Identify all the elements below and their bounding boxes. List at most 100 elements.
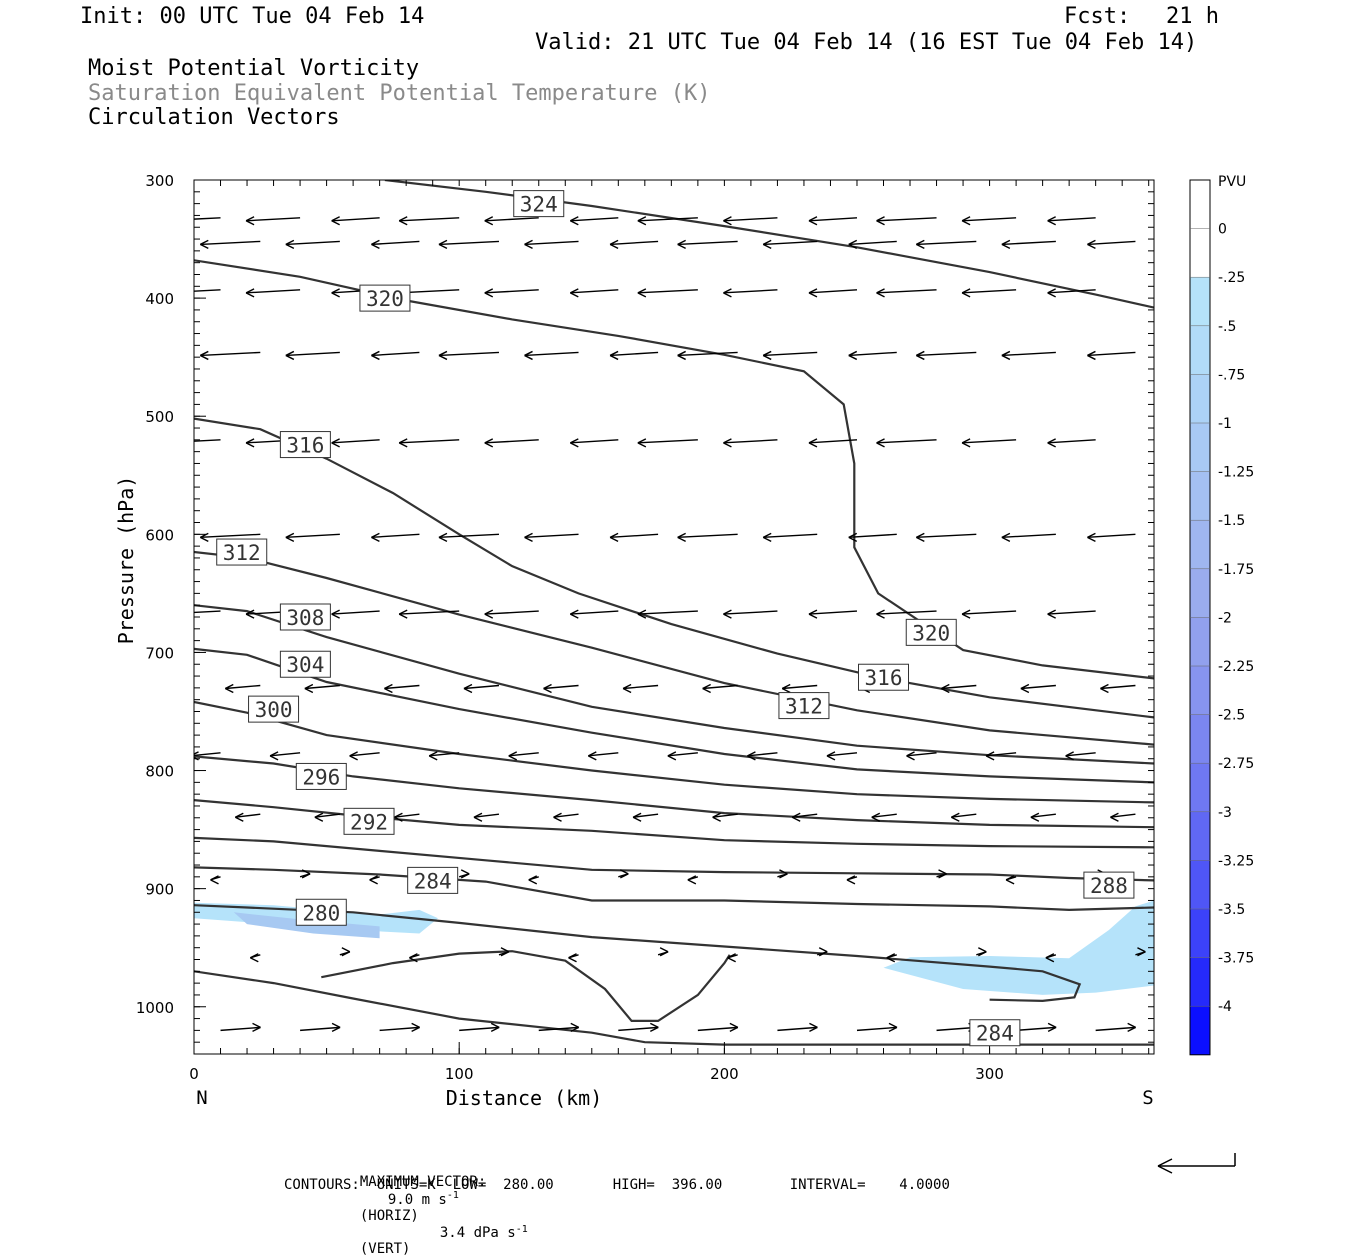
circulation-vector (349, 751, 380, 761)
circulation-vector (484, 438, 539, 448)
colorbar-swatch (1190, 617, 1210, 666)
circulation-vector (1001, 532, 1056, 542)
circulation-vector (727, 953, 738, 963)
x-tick-label: 100 (445, 1065, 474, 1083)
circulation-vector (285, 239, 340, 250)
colorbar-label: -3.75 (1218, 951, 1254, 967)
y-tick-label: 300 (145, 172, 174, 190)
svg-text:316: 316 (286, 434, 324, 458)
pv-region (883, 900, 1154, 995)
circulation-vector (224, 683, 261, 694)
circulation-vector (609, 350, 659, 361)
colorbar-swatch (1190, 957, 1210, 1007)
x-tick-label: 0 (189, 1065, 199, 1083)
contour-label-324: 324 (513, 190, 565, 218)
contour-theta-276 (194, 970, 1154, 1046)
circulation-vector (394, 812, 420, 822)
circulation-vector (1095, 1022, 1136, 1033)
circulation-vector (569, 216, 619, 226)
circulation-vector (569, 288, 619, 298)
contour-theta-288 (194, 836, 1154, 882)
y-tick-label: 1000 (136, 999, 174, 1017)
circulation-vector (524, 532, 579, 542)
circulation-vector (1100, 683, 1136, 694)
circulation-vector (876, 288, 937, 298)
contour-label-288: 288 (1083, 871, 1135, 899)
y-tick-label: 500 (145, 408, 174, 426)
circulation-vector (791, 812, 818, 822)
circulation-vector (777, 869, 788, 879)
circulation-vector (569, 609, 619, 619)
circulation-vector (384, 683, 420, 694)
circulation-vector (538, 1022, 580, 1033)
contour-theta-284 (194, 866, 1154, 912)
circulation-vector (331, 609, 380, 619)
circulation-vector (371, 239, 420, 250)
circulation-vector (331, 216, 380, 226)
colorbar-swatch (1190, 666, 1210, 715)
circulation-vector (234, 812, 261, 822)
svg-text:292: 292 (350, 810, 388, 834)
colorbar-label: -1.25 (1218, 465, 1254, 481)
cross-section-plot: 300 400 500 600 700 800 900 1000 0 100 200 300 N S Dis… (114, 172, 1254, 1174)
reference-vector (1157, 1153, 1236, 1174)
circulation-vector (569, 438, 619, 448)
colorbar-label: -4 (1218, 999, 1232, 1015)
circulation-vector (677, 532, 738, 542)
circulation-vector (762, 350, 818, 361)
circulation-vector (299, 869, 311, 879)
svg-text:320: 320 (366, 287, 404, 311)
circulation-vector (762, 532, 818, 542)
title-theta-es: Saturation Equivalent Potential Temperat… (88, 81, 711, 106)
circulation-vector (667, 751, 698, 761)
circulation-vector (1030, 812, 1056, 822)
circulation-vector (976, 947, 987, 957)
colorbar-label: -3.5 (1218, 902, 1245, 918)
circulation-vector (723, 216, 778, 226)
circulation-vector (723, 609, 778, 619)
contour-theta-308 (194, 604, 1154, 765)
svg-text:300: 300 (255, 698, 293, 722)
north-label: N (196, 1087, 207, 1109)
circulation-vector (459, 1022, 500, 1033)
circulation-vector (484, 216, 539, 226)
title-mpv: Moist Potential Vorticity (88, 56, 420, 81)
contour-label-296: 296 (295, 762, 347, 790)
circulation-vector (199, 350, 261, 361)
y-tick-label: 900 (145, 881, 174, 899)
circulation-vector (331, 438, 380, 448)
circulation-vector (314, 812, 340, 822)
circulation-vector (220, 1022, 261, 1033)
circulation-vector (1110, 812, 1136, 822)
circulation-vector (199, 239, 261, 250)
circulation-vector (524, 350, 579, 361)
circulation-vector (936, 869, 947, 879)
contour-info: CONTOURS: UNITS=K LOW= 280.00 HIGH= 396.… (284, 1177, 950, 1193)
circulation-vector (876, 438, 937, 448)
contour-theta-312 (194, 550, 1154, 746)
colorbar-swatch (1190, 763, 1210, 812)
contour-label-308: 308 (279, 603, 331, 631)
circulation-vector (398, 216, 460, 226)
circulation-vector (637, 288, 698, 298)
colorbar-label: -.25 (1218, 270, 1245, 286)
circulation-vector (961, 438, 1017, 448)
circulation-vector (339, 947, 351, 957)
circulation-vector (916, 532, 977, 542)
colorbar-swatch (1190, 860, 1210, 909)
circulation-vector (697, 1022, 739, 1033)
svg-text:280: 280 (302, 901, 340, 925)
x-tick-label: 300 (975, 1065, 1004, 1083)
circulation-vector (1087, 239, 1136, 250)
circulation-vector (498, 947, 510, 957)
circulation-vector (543, 683, 579, 694)
colorbar-swatch (1190, 1006, 1210, 1055)
circulation-vector (876, 609, 937, 619)
circulation-vector (587, 751, 619, 761)
circulation-vector (961, 216, 1017, 226)
circulation-vector (609, 239, 659, 250)
circulation-vector (876, 216, 937, 226)
circulation-vector (1087, 532, 1136, 542)
circulation-vector (438, 532, 500, 542)
circulation-vector (1001, 239, 1056, 250)
